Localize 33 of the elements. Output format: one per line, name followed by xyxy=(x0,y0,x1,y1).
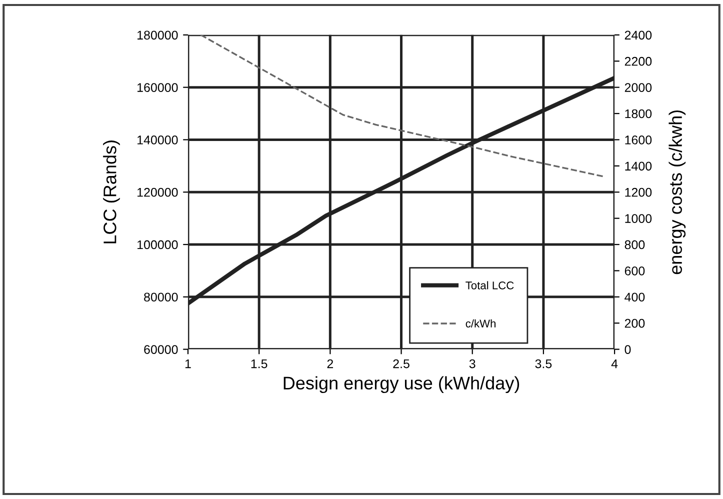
y-tick-label: 60000 xyxy=(144,345,178,354)
x-axis-title: Design energy use (kWh/day) xyxy=(284,376,520,394)
x-tick-label: 2.5 xyxy=(393,359,410,368)
y2-tick-label: 800 xyxy=(624,240,645,250)
y-tick-label: 80000 xyxy=(144,292,178,302)
y-tick-label: 180000 xyxy=(138,30,178,40)
x-tick-label: 3 xyxy=(469,359,476,368)
y-tick-label: 120000 xyxy=(138,188,178,197)
y2-tick-label: 200 xyxy=(624,318,645,328)
y2-tick-label: 1400 xyxy=(625,162,652,171)
y-tick-label: 140000 xyxy=(138,136,178,144)
x-tick-label: 3.5 xyxy=(535,359,552,368)
line-series xyxy=(200,34,604,178)
x-tick-label: 4 xyxy=(611,359,618,368)
y-axis-title: LCC (Rands) xyxy=(103,140,120,244)
y2-tick-label: 1800 xyxy=(625,109,652,118)
y2-tick-label: 1000 xyxy=(625,214,652,223)
y2-tick-label: 2000 xyxy=(624,83,652,92)
y-tick-label: 160000 xyxy=(138,83,178,92)
legend-label: Total LCC xyxy=(466,281,514,290)
y2-tick-label: 600 xyxy=(624,266,645,276)
y2-tick-label: 2400 xyxy=(624,30,652,40)
x-tick-label: 2 xyxy=(327,359,334,368)
y2-tick-label: 2200 xyxy=(624,56,652,66)
x-tick-label: 1.5 xyxy=(251,359,268,368)
y2-tick-label: 0 xyxy=(624,345,631,354)
y2-tick-label: 400 xyxy=(624,292,645,302)
y2-tick-label: 1200 xyxy=(625,188,652,197)
y2-axis-title: energy costs (c/kwh) xyxy=(668,110,686,274)
x-tick-label: 1 xyxy=(185,359,191,368)
legend-label: c/kWh xyxy=(466,319,496,328)
y-tick-label: 100000 xyxy=(138,240,178,250)
y2-tick-label: 1600 xyxy=(625,136,652,144)
